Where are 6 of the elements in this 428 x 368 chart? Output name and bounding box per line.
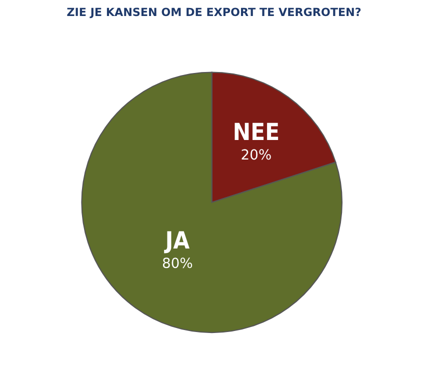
slice-label: NEE <box>234 122 278 140</box>
data-label: 80% <box>162 258 192 268</box>
pie-slice <box>81 72 343 334</box>
data-label: 20% <box>242 149 271 160</box>
slice-label: JA <box>164 231 190 254</box>
chart-title: ZIE JE KANSEN OM DE EXPORT TE VERGROTEN? <box>67 8 361 18</box>
